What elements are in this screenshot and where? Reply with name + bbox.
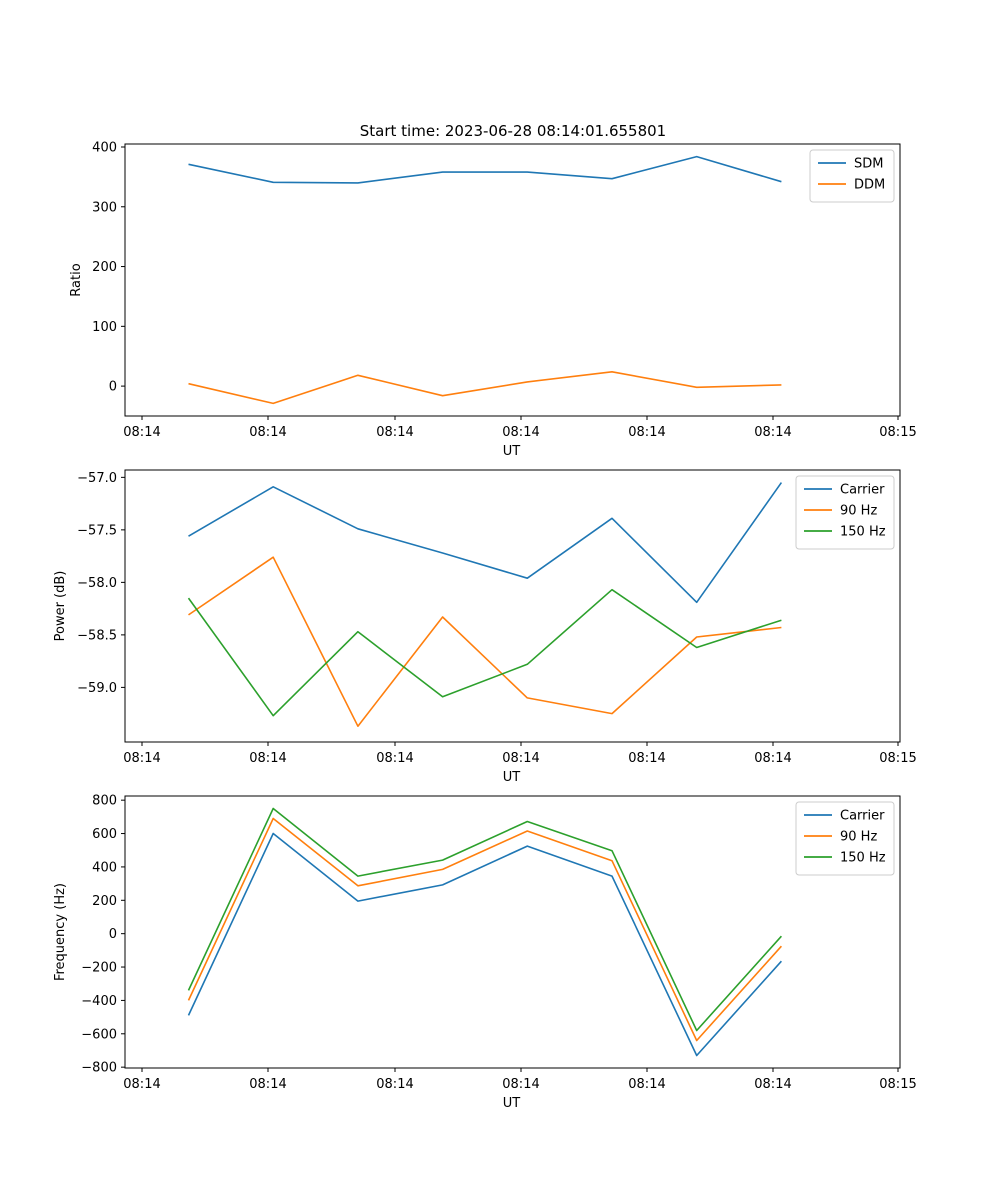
x-tick-label: 08:14 — [123, 751, 160, 766]
y-tick-label: 200 — [92, 260, 117, 275]
legend-label: 150 Hz — [840, 851, 886, 866]
x-tick-label: 08:14 — [376, 425, 413, 440]
x-tick-label: 08:15 — [879, 1077, 916, 1092]
legend: SDM DDM — [809, 149, 895, 203]
y-tick-label: −57.0 — [77, 471, 117, 486]
y-tick-label: 0 — [109, 380, 117, 395]
y-axis-label: Power (dB) — [53, 571, 68, 642]
series-line-carrier — [188, 482, 783, 604]
legend-label: Carrier — [840, 483, 885, 498]
x-tick-label: 08:14 — [628, 751, 665, 766]
x-axis-label: UT — [503, 1096, 521, 1111]
legend-label: 90 Hz — [840, 504, 877, 519]
figure-title: Start time: 2023-06-28 08:14:01.655801 — [360, 122, 666, 140]
x-tick-label: 08:14 — [502, 1077, 539, 1092]
legend-label: Carrier — [840, 809, 885, 824]
y-tick-label: 800 — [92, 794, 117, 809]
y-tick-label: −400 — [81, 994, 117, 1009]
x-tick-label: 08:14 — [754, 425, 791, 440]
subplot-1: 0 100 200 300 400 08:14 08:14 08:14 08:14 08:14 08… — [69, 140, 917, 459]
legend: Carrier 90 Hz 150 Hz — [795, 801, 895, 876]
x-tick-label: 08:14 — [502, 751, 539, 766]
y-tick-label: −57.5 — [77, 523, 117, 538]
x-tick-label: 08:14 — [628, 425, 665, 440]
series-line-carrier — [187, 832, 782, 1057]
y-tick-label: 300 — [92, 200, 117, 215]
x-tick-label: 08:14 — [502, 425, 539, 440]
x-tick-label: 08:14 — [249, 751, 286, 766]
x-tick-label: 08:14 — [628, 1077, 665, 1092]
y-tick-label: −600 — [81, 1027, 117, 1042]
x-tick-label: 08:14 — [123, 1077, 160, 1092]
y-tick-label: −800 — [81, 1061, 117, 1076]
x-axis-label: UT — [503, 770, 521, 785]
legend-label: 90 Hz — [840, 830, 877, 845]
y-tick-label: −59.0 — [77, 681, 117, 696]
axes-frame — [124, 469, 901, 743]
legend: Carrier 90 Hz 150 Hz — [795, 475, 895, 550]
y-tick-label: −58.0 — [77, 576, 117, 591]
y-tick-label: 600 — [92, 827, 117, 842]
legend-label: DDM — [854, 178, 885, 193]
axes-frame — [124, 143, 901, 417]
x-axis-label: UT — [503, 444, 521, 459]
y-axis-label: Frequency (Hz) — [53, 883, 68, 981]
y-tick-label: 100 — [92, 320, 117, 335]
x-tick-label: 08:14 — [123, 425, 160, 440]
y-tick-label: 0 — [109, 927, 117, 942]
series-line-90-hz — [187, 817, 782, 1042]
x-tick-label: 08:15 — [879, 425, 916, 440]
series-line-sdm — [188, 155, 782, 184]
series-line-150-hz — [187, 588, 782, 717]
legend-label: SDM — [854, 157, 883, 172]
x-tick-label: 08:15 — [879, 751, 916, 766]
series-line-90-hz — [188, 556, 782, 728]
y-tick-label: −58.5 — [77, 628, 117, 643]
x-tick-label: 08:14 — [754, 751, 791, 766]
x-tick-label: 08:14 — [754, 1077, 791, 1092]
x-tick-label: 08:14 — [249, 1077, 286, 1092]
x-tick-label: 08:14 — [376, 1077, 413, 1092]
y-axis-label: Ratio — [69, 263, 84, 296]
x-tick-label: 08:14 — [376, 751, 413, 766]
subplot-3: −800 −600 −400 −200 0 200 400 600 800 08:14 08:14 0… — [53, 794, 917, 1111]
y-tick-label: 400 — [92, 140, 117, 155]
series-line-ddm — [188, 370, 782, 405]
series-line-150-hz — [187, 807, 782, 1032]
axes-frame — [124, 795, 901, 1069]
legend-label: 150 Hz — [840, 525, 886, 540]
subplot-2: −59.0 −58.5 −58.0 −57.5 −57.0 08:14 08:14 08:14… — [53, 469, 917, 785]
y-tick-label: 200 — [92, 894, 117, 909]
y-tick-label: −200 — [81, 961, 117, 976]
y-tick-label: 400 — [92, 860, 117, 875]
x-tick-label: 08:14 — [249, 425, 286, 440]
